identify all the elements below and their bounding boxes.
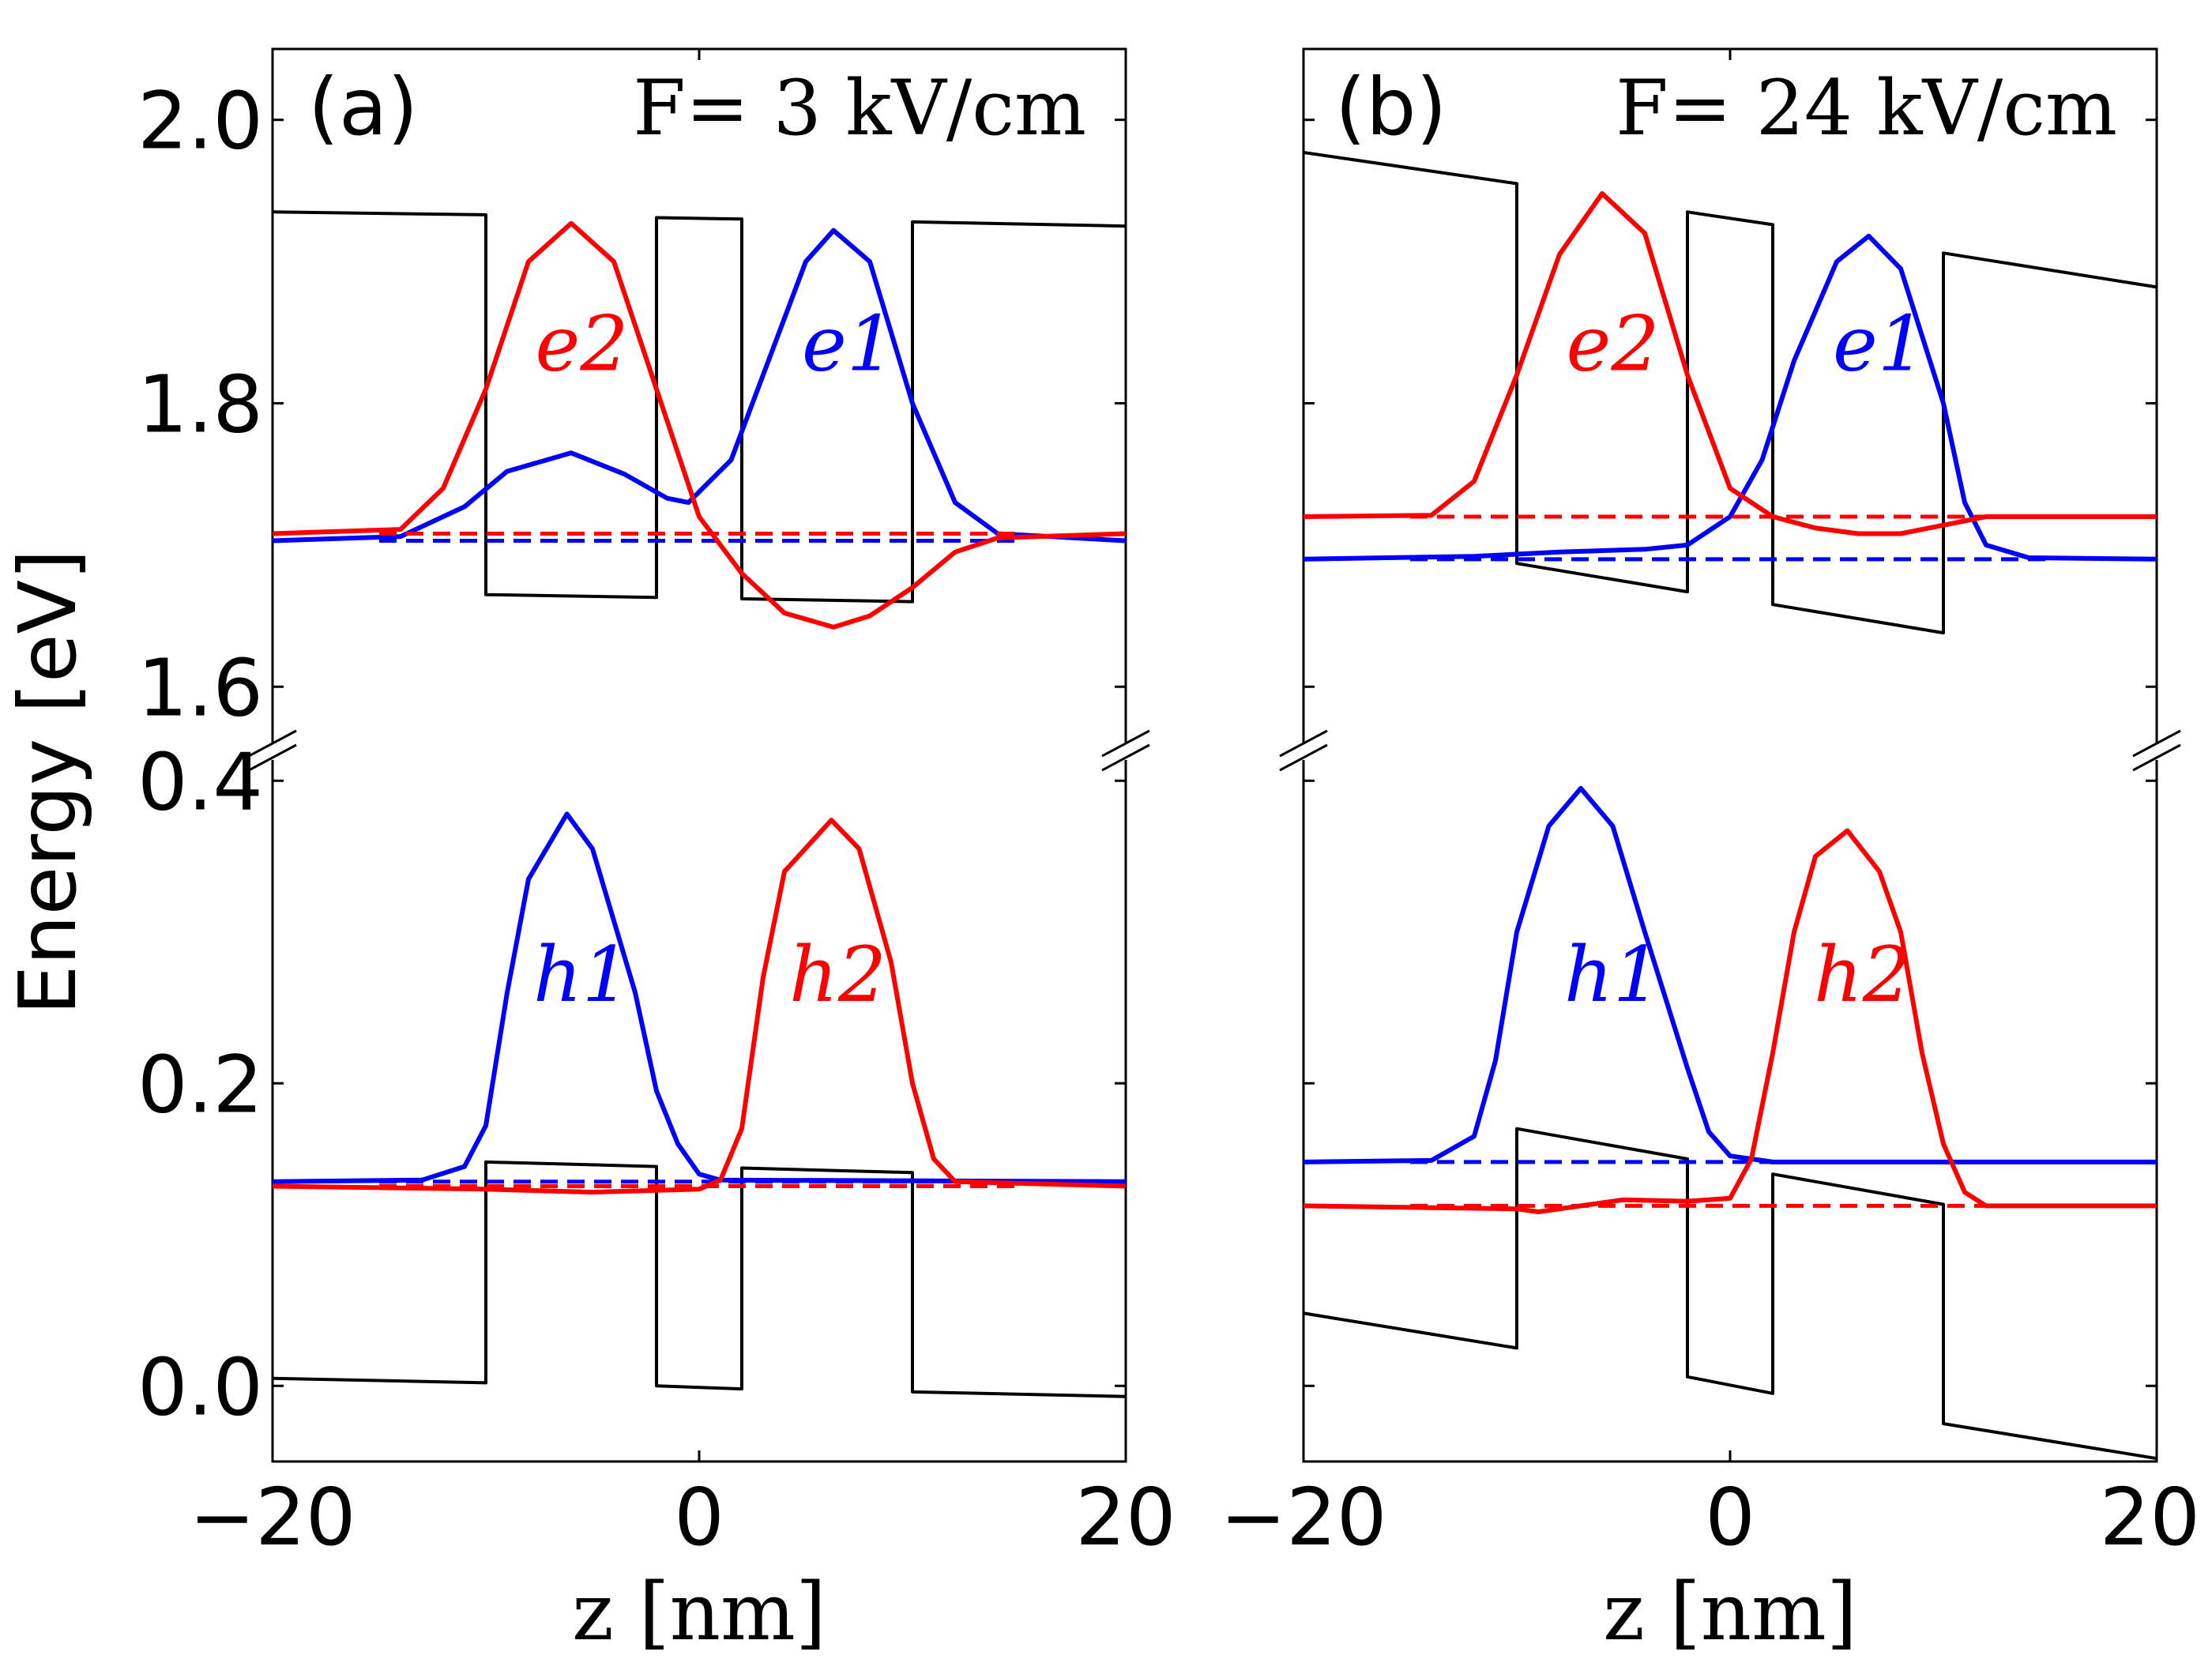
- panel-a-break-mark: [1101, 743, 1150, 772]
- panel-b-h1-wavefunction: [1303, 785, 2157, 1164]
- panel-b-break-mark: [1279, 729, 1328, 758]
- panel-a-h1-wavefunction: [272, 811, 1127, 1184]
- panel-b-break-gap-1: [2133, 743, 2180, 760]
- panel-a-valence-band: [272, 1160, 1127, 1398]
- panel-b-h2-label: h2: [1814, 931, 1911, 1019]
- panel-b-break-gap-0: [1280, 743, 1327, 760]
- panel-b-valence-band: [1303, 1127, 2157, 1461]
- panel-b-h1-label: h1: [1564, 931, 1661, 1019]
- panel-b-frame: [1302, 47, 2158, 1463]
- panel-a-xtick-label: −20: [189, 1471, 356, 1563]
- panel-b-e2-label: e2: [1567, 300, 1660, 389]
- panel-a-break-gap-1: [1102, 743, 1149, 760]
- panel-a-h1-label: h1: [533, 931, 630, 1019]
- panel-a-upper-ytick-label: 1.8: [137, 358, 263, 450]
- panel-b-x-axis-title: z [nm]: [1603, 1566, 1857, 1658]
- panel-b-xtick-label: 20: [2100, 1471, 2200, 1563]
- panel-a-content: e1 e2 h1 h2 1.6 1.8 2.0 0.0 0.2 0.4 −20 0 20: [137, 47, 1176, 1563]
- panel-a-upper-ytick-label: 1.6: [137, 641, 263, 734]
- panel-a: e1 e2 h1 h2 1.6 1.8 2.0 0.0 0.2 0.4 −20 0 20 (a) F= …: [137, 47, 1176, 1658]
- y-axis-title: Energy [eV]: [2, 549, 94, 1015]
- panel-a-xtick-label: 20: [1075, 1471, 1176, 1563]
- panel-a-label: (a): [308, 61, 418, 153]
- panel-a-e2-label: e2: [536, 300, 629, 389]
- panel-b-content: e1 e2 h1 h2 −20 0 20: [1220, 47, 2200, 1563]
- panel-b-e1-label: e1: [1833, 300, 1926, 389]
- panel-b-break-mark: [1279, 743, 1328, 772]
- panel-b-break-mark: [2132, 743, 2181, 772]
- panel-a-frame: [271, 47, 1127, 1463]
- panel-b-break-mark: [2132, 729, 2181, 758]
- panel-a-h2-wavefunction: [272, 818, 1127, 1195]
- panel-a-break-mark: [248, 743, 297, 772]
- panel-a-lower-ytick-label: 0.4: [137, 735, 263, 828]
- panel-a-upper-ytick-label: 2.0: [137, 75, 263, 167]
- panel-a-h2-label: h2: [789, 931, 886, 1019]
- panel-a-break-mark: [1101, 729, 1150, 758]
- panel-a-lower-ytick-label: 0.0: [137, 1341, 263, 1433]
- panel-a-x-axis-title: z [nm]: [572, 1566, 826, 1658]
- panel-b-xtick-label: −20: [1220, 1471, 1386, 1563]
- panel-b: e1 e2 h1 h2 −20 0 20 (b) F= 24 kV/cm z [nm]: [1220, 47, 2200, 1658]
- panel-b-xtick-label: 0: [1705, 1471, 1755, 1563]
- panel-a-e2-wavefunction: [272, 220, 1127, 630]
- panel-a-break-mark: [248, 729, 297, 758]
- panel-a-field-label: F= 3 kV/cm: [633, 64, 1086, 152]
- panel-a-conduction-band: [272, 210, 1127, 604]
- panel-b-h2-wavefunction: [1303, 828, 2157, 1214]
- panel-a-xtick-label: 0: [674, 1471, 724, 1563]
- panel-a-e1-label: e1: [802, 300, 895, 389]
- panel-a-e1-wavefunction: [272, 228, 1127, 544]
- panel-a-break-gap-0: [249, 743, 296, 760]
- panel-b-field-label: F= 24 kV/cm: [1616, 64, 2117, 152]
- panel-a-lower-ytick-label: 0.2: [137, 1038, 263, 1130]
- panel-b-e2-wavefunction: [1303, 191, 2157, 536]
- panel-b-e1-wavefunction: [1303, 233, 2157, 562]
- panel-b-label: (b): [1335, 61, 1447, 153]
